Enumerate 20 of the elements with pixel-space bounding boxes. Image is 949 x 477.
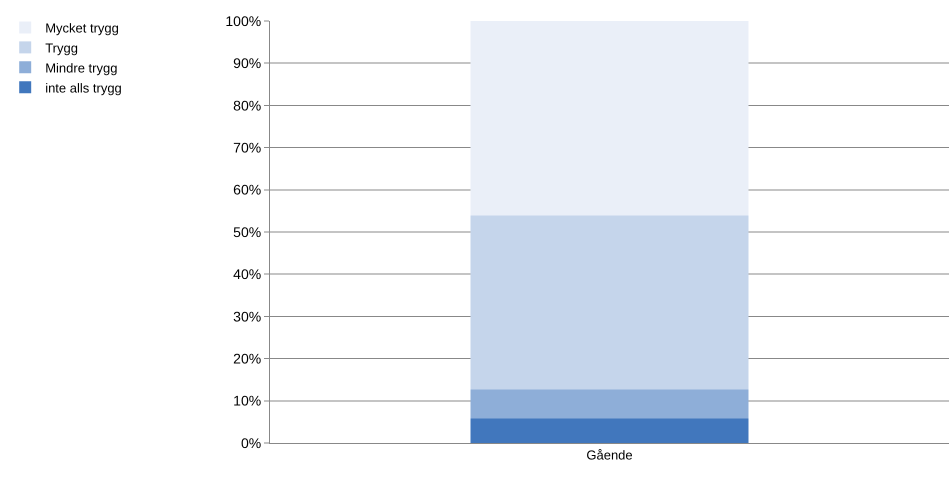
y-tick-label: 60% — [233, 182, 262, 198]
y-tick-label: 100% — [225, 12, 262, 29]
bar — [470, 418, 749, 443]
legend-label: Trygg — [45, 40, 78, 56]
bar — [470, 216, 749, 390]
y-tick-label: 0% — [240, 434, 262, 451]
y-tick-label: 80% — [233, 97, 262, 114]
bar — [470, 21, 749, 216]
y-tick-label: 70% — [233, 140, 262, 156]
y-tick-label: 10% — [233, 392, 262, 409]
y-tick-label: 40% — [233, 266, 262, 282]
legend-label: inte alls trygg — [45, 80, 122, 96]
y-tick-label: 20% — [233, 350, 262, 366]
x-tick-label: Gående — [586, 448, 633, 463]
legend-label: Mindre trygg — [45, 60, 118, 76]
bar — [470, 389, 749, 419]
y-tick-label: 90% — [233, 55, 262, 72]
legend-label: Mycket trygg — [45, 20, 119, 36]
y-tick-label: 50% — [233, 224, 262, 240]
y-tick-label: 30% — [233, 308, 262, 324]
